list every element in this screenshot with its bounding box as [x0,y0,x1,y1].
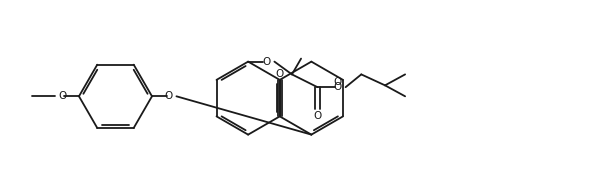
Text: O: O [333,82,342,92]
Text: O: O [313,111,322,121]
Text: O: O [262,57,271,67]
Text: O: O [164,91,172,101]
Text: O: O [333,77,342,87]
Text: O: O [275,69,284,79]
Text: O: O [58,91,67,101]
